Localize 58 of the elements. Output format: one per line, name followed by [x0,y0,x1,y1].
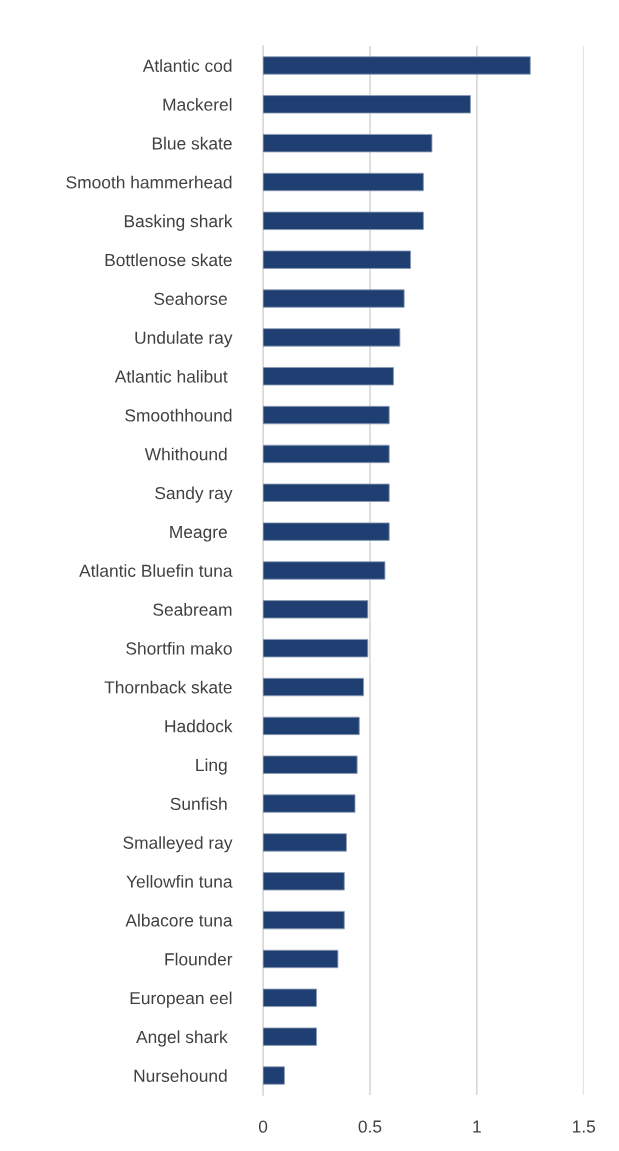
bar [263,1066,285,1085]
bar [263,134,433,153]
x-tick-label: 1.5 [572,1120,596,1133]
bar [263,561,386,580]
y-tick-label: Atlantic halibut [114,369,228,383]
y-tick-label: Angel shark [136,1030,228,1047]
x-tick-label: 0.5 [358,1120,382,1133]
bar [263,56,531,75]
bar [263,328,401,347]
y-tick-label: Ling [196,758,227,775]
y-tick-label: Meagre [170,525,227,542]
bar [263,600,369,619]
bar [263,95,471,114]
y-tick-label: Seahorse [154,292,227,306]
bar [263,949,339,969]
y-tick-label: Bottlenose skate [105,253,232,267]
bar [263,250,411,269]
y-tick-label: Thornback skate [104,680,232,694]
y-tick-label: Smalleyed ray [123,836,233,853]
bar [263,677,364,697]
bar [263,910,345,930]
y-tick-label: Mackerel [163,98,232,111]
bar [263,522,390,541]
y-tick-label: Shortfin mako [126,641,232,655]
bar [263,367,394,386]
bar [263,833,347,852]
y-tick-label: European eel [130,991,232,1008]
y-tick-label: Whithound [144,447,227,461]
bar [263,716,360,736]
bar [263,444,390,464]
y-tick-label: Undulate ray [135,331,233,348]
bar [263,289,405,308]
bar [263,794,356,813]
y-tick-label: Blue skate [152,136,232,150]
bar [263,211,424,231]
x-tick-label: 0 [258,1120,268,1133]
y-tick-label: Albacore tuna [125,913,233,927]
y-tick-label: Flounder [165,952,233,966]
y-tick-label: Basking shark [124,214,233,231]
bar [263,872,345,891]
y-tick-label: Haddock [165,719,233,733]
y-tick-label: Atlantic cod [142,59,232,72]
bar [263,172,424,192]
bar [263,988,317,1007]
y-tick-label: Seabream [153,603,232,616]
y-tick-label: Sunfish [170,797,227,811]
x-tick-label: 1 [473,1120,481,1133]
y-tick-label: Sandy ray [155,486,233,503]
bar [263,755,358,774]
bar [263,639,369,658]
y-tick-label: Smoothhound [125,408,232,422]
bar [263,405,390,425]
y-tick-label: Smooth hammerhead [66,175,232,189]
bar [263,1027,317,1046]
bar [263,483,390,502]
y-tick-label: Yellowfin tuna [126,874,233,888]
y-tick-label: Atlantic Bluefin tuna [79,564,233,577]
y-tick-label: Nursehound [134,1069,227,1082]
